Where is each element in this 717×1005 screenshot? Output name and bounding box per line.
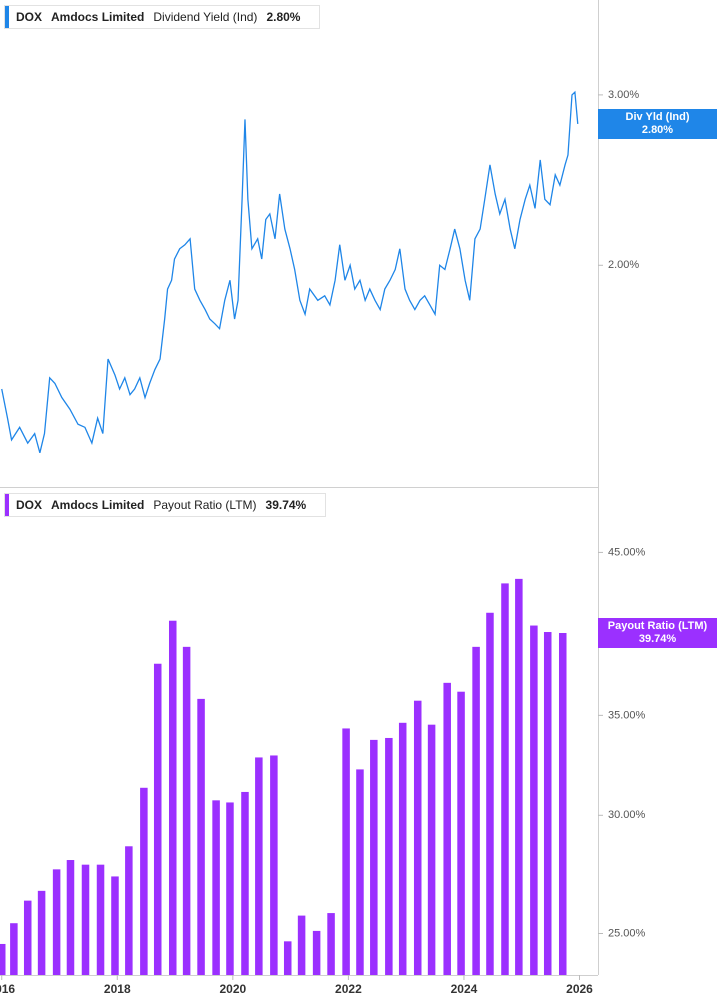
bar bbox=[140, 787, 148, 975]
bar bbox=[66, 860, 75, 975]
company: Amdocs Limited bbox=[51, 10, 145, 24]
bar bbox=[356, 769, 364, 975]
bar bbox=[327, 913, 335, 975]
tag-value: 39.74% bbox=[638, 633, 677, 645]
bar bbox=[413, 700, 422, 975]
bar bbox=[443, 682, 451, 975]
bar bbox=[153, 663, 162, 975]
current-value: 2.80% bbox=[266, 10, 301, 24]
y-tick-label: 25.00% bbox=[608, 927, 646, 939]
x-tick-label: 2018 bbox=[104, 982, 131, 996]
header: DOX Amdocs Limited Payout Ratio (LTM) 39… bbox=[4, 493, 327, 517]
bar bbox=[197, 698, 205, 975]
metric-title: Dividend Yield (Ind) bbox=[153, 10, 258, 24]
bar bbox=[515, 578, 523, 975]
bar bbox=[81, 864, 90, 975]
bar bbox=[10, 923, 18, 975]
y-tick-label: 30.00% bbox=[608, 809, 646, 821]
y-tick-label: 2.00% bbox=[608, 259, 639, 271]
x-tick-label: 2016 bbox=[0, 982, 15, 996]
bar bbox=[0, 943, 6, 975]
bar bbox=[558, 633, 567, 975]
y-tick-label: 45.00% bbox=[608, 546, 646, 558]
bar bbox=[212, 800, 220, 975]
bar bbox=[312, 930, 321, 975]
bar bbox=[168, 620, 177, 975]
x-tick-label: 2024 bbox=[451, 982, 478, 996]
bar bbox=[283, 941, 292, 975]
bar bbox=[427, 724, 436, 975]
bar bbox=[398, 722, 407, 975]
tag-label: Div Yld (Ind) bbox=[625, 110, 690, 123]
legend-swatch bbox=[5, 6, 9, 28]
y-tick-label: 35.00% bbox=[608, 709, 646, 721]
bar bbox=[270, 755, 278, 975]
data-line bbox=[1, 90, 579, 453]
bar bbox=[52, 869, 61, 975]
bar bbox=[501, 583, 509, 975]
bar bbox=[385, 737, 393, 975]
bar bbox=[37, 890, 46, 975]
ticker: DOX bbox=[16, 498, 43, 512]
header: DOX Amdocs Limited Dividend Yield (Ind) … bbox=[4, 5, 321, 29]
bar bbox=[255, 757, 263, 975]
x-tick-label: 2026 bbox=[566, 982, 593, 996]
legend-swatch bbox=[5, 494, 9, 516]
bar bbox=[342, 728, 350, 975]
tag-value: 2.80% bbox=[641, 123, 674, 136]
bar bbox=[241, 791, 249, 975]
bar bbox=[23, 900, 32, 975]
bar bbox=[543, 632, 552, 975]
bar bbox=[111, 876, 119, 975]
x-tick-label: 2022 bbox=[335, 982, 362, 996]
ticker: DOX bbox=[16, 10, 43, 24]
bar bbox=[182, 646, 191, 975]
bar bbox=[457, 691, 465, 975]
bar bbox=[96, 864, 105, 975]
bar bbox=[370, 739, 378, 975]
metric-title: Payout Ratio (LTM) bbox=[153, 498, 257, 512]
bar bbox=[125, 846, 133, 975]
bar bbox=[297, 915, 306, 975]
y-tick-label: 3.00% bbox=[608, 89, 639, 101]
company: Amdocs Limited bbox=[51, 498, 145, 512]
bar bbox=[530, 625, 538, 975]
bar bbox=[486, 612, 494, 975]
value-tag: Payout Ratio (LTM) 39.74% bbox=[598, 618, 717, 648]
current-value: 39.74% bbox=[265, 498, 307, 512]
bar bbox=[472, 646, 480, 975]
value-tag: Div Yld (Ind) 2.80% bbox=[598, 108, 717, 139]
x-tick-label: 2020 bbox=[219, 982, 246, 996]
bar bbox=[226, 802, 234, 975]
tag-label: Payout Ratio (LTM) bbox=[607, 620, 708, 632]
